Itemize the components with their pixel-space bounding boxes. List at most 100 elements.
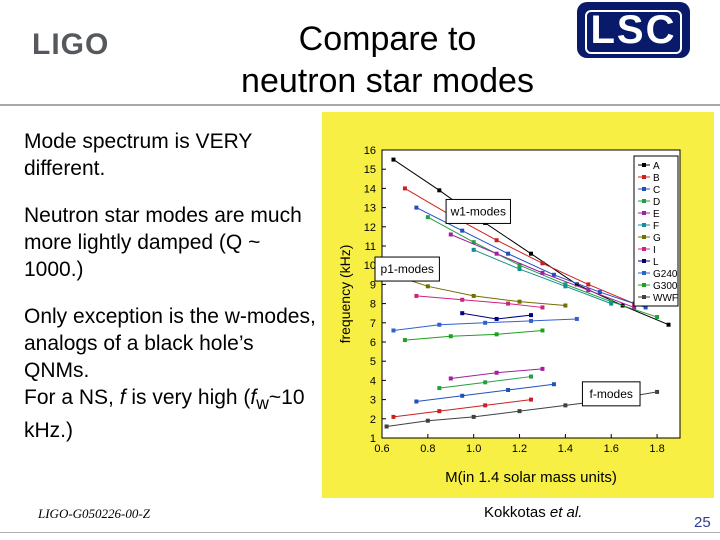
data-point-f-a — [529, 397, 533, 402]
data-point-F — [471, 247, 476, 252]
y-tick-label: 2 — [370, 414, 376, 426]
data-point-A — [391, 157, 396, 162]
data-point-G300 — [402, 338, 407, 343]
data-point-E — [586, 288, 591, 293]
x-axis-label: M(in 1.4 solar mass units) — [445, 469, 617, 486]
data-point-F — [563, 284, 568, 289]
document-id: LIGO-G050226-00-Z — [38, 506, 150, 521]
data-point-C — [551, 272, 556, 277]
data-point-E — [632, 305, 637, 310]
data-point-f-c — [529, 374, 533, 379]
data-point-C — [597, 290, 602, 295]
slide-number: 25 — [694, 514, 711, 531]
data-point-C — [506, 251, 511, 256]
data-point-G300 — [494, 332, 499, 337]
data-point-G300 — [448, 334, 453, 339]
bullet-3-part-f: ~10 kHz.) — [24, 386, 305, 443]
y-tick-label: 7 — [370, 318, 376, 330]
y-axis-label: frequency (kHz) — [337, 245, 353, 344]
y-tick-label: 13 — [364, 203, 376, 215]
legend-label: G240 — [653, 269, 678, 280]
data-point-C — [460, 228, 465, 233]
data-point-WWF — [425, 418, 430, 423]
data-point-I — [540, 305, 545, 310]
bullet-1: Mode spectrum is VERY different. — [24, 130, 252, 180]
annotation-box — [581, 381, 641, 407]
data-point-E — [494, 251, 499, 256]
legend-marker — [642, 211, 646, 215]
lsc-logo-frame — [585, 10, 682, 54]
ligo-logo: LIGO — [32, 28, 110, 61]
data-point-G240 — [483, 320, 488, 325]
series-line-I — [416, 295, 543, 308]
data-point-B — [402, 186, 407, 191]
legend-label: F — [653, 221, 659, 232]
data-point-WWF — [517, 409, 522, 414]
data-point-I — [414, 293, 419, 298]
legend-label: C — [653, 185, 660, 196]
y-tick-label: 1 — [370, 433, 376, 445]
data-point-f-d — [448, 376, 453, 381]
legend-marker — [642, 247, 646, 251]
legend-label: D — [653, 197, 660, 208]
legend-marker — [642, 199, 646, 203]
legend-label: L — [653, 257, 659, 268]
y-tick-label: 9 — [370, 279, 376, 291]
y-tick-label: 16 — [364, 145, 376, 157]
data-point-D — [517, 263, 522, 268]
bullet-3-fw: f — [250, 386, 257, 409]
figure-credit: Kokkotas et al. — [484, 504, 583, 521]
series-line-C — [416, 207, 646, 308]
data-point-L — [529, 313, 533, 318]
y-tick-label: 12 — [364, 222, 376, 234]
data-point-f-c — [437, 386, 442, 391]
data-point-f-d — [494, 370, 499, 375]
y-tick-label: 6 — [370, 337, 376, 349]
data-point-WWF — [384, 424, 389, 429]
data-point-I — [460, 297, 465, 302]
annotation-box — [374, 256, 440, 282]
data-point-G240 — [574, 316, 579, 321]
bullet-3-f: f — [119, 386, 126, 409]
data-point-WWF — [563, 403, 568, 408]
x-tick-label: 1.2 — [512, 443, 527, 455]
data-point-I — [506, 301, 511, 306]
legend-marker — [642, 223, 646, 227]
data-point-C — [414, 205, 419, 210]
data-point-C — [643, 305, 648, 310]
annotation-label: f-modes — [590, 387, 633, 401]
slide-title: Compare to neutron star modes — [200, 18, 575, 102]
bullet-2: Neutron star modes are much more lightly… — [24, 204, 302, 281]
x-tick-label: 1.0 — [466, 443, 481, 455]
legend-marker — [642, 187, 646, 191]
data-point-A — [574, 282, 579, 287]
legend-marker — [642, 271, 646, 275]
x-tick-label: 0.8 — [420, 443, 435, 455]
series-line-f-a — [393, 399, 532, 418]
data-point-A — [437, 188, 442, 193]
y-tick-label: 14 — [364, 183, 376, 195]
data-point-B — [586, 282, 591, 287]
data-point-f-b — [551, 382, 556, 387]
data-point-A — [529, 251, 533, 256]
mode-spectrum-figure: 1 2 3 4 5 6 7 8 9 10 11 12 13 14 15 16 0.6 0.8 1.0 1.2 1.4 1.… — [322, 112, 714, 498]
annotation-label: w1-modes — [450, 204, 506, 218]
data-point-E — [448, 232, 453, 237]
legend-label: WWF — [653, 293, 678, 304]
bullet-3-part-a: For a NS, — [24, 386, 120, 409]
data-point-f-b — [414, 399, 419, 404]
data-point-E — [540, 270, 545, 275]
data-point-D — [425, 215, 430, 220]
legend-marker — [642, 163, 646, 167]
legend-marker — [642, 295, 646, 299]
bullet-3-sub-w: w — [256, 393, 269, 414]
data-point-G240 — [529, 318, 533, 323]
data-point-G300 — [540, 328, 545, 333]
annotation-box — [445, 198, 511, 224]
y-tick-label: 10 — [364, 260, 376, 272]
data-point-D — [655, 315, 660, 320]
title-line-2: neutron star modes — [241, 62, 534, 100]
legend-label: A — [653, 161, 660, 172]
legend-marker — [642, 235, 646, 239]
legend-label: G — [653, 233, 661, 244]
